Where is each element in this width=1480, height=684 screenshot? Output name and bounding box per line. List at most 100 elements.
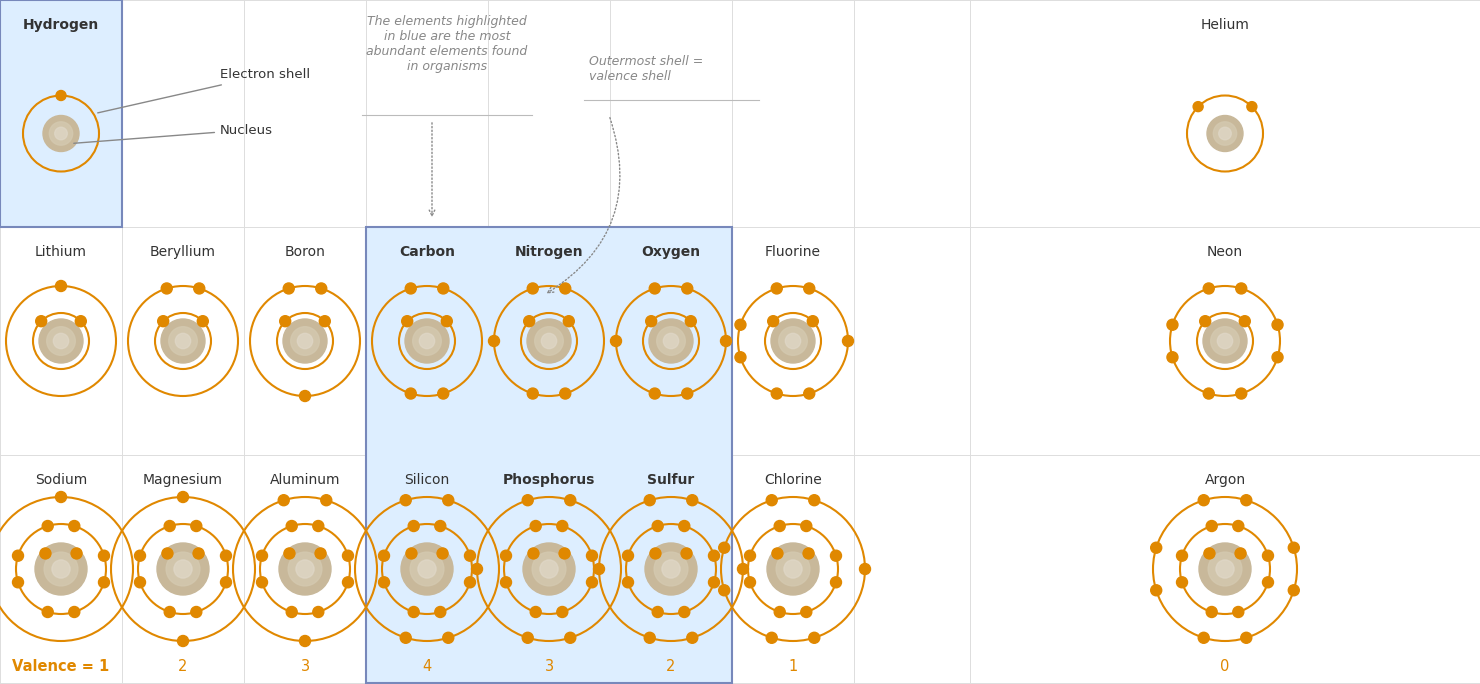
Text: Fluorine: Fluorine [765, 245, 821, 259]
Circle shape [161, 283, 172, 294]
Circle shape [53, 333, 68, 349]
Circle shape [1199, 495, 1209, 505]
Circle shape [1246, 102, 1257, 111]
Circle shape [280, 316, 290, 327]
Circle shape [744, 550, 755, 561]
Circle shape [1262, 550, 1273, 561]
Circle shape [774, 521, 786, 531]
Circle shape [401, 316, 413, 327]
Circle shape [682, 388, 693, 399]
Circle shape [1151, 542, 1162, 553]
Circle shape [1177, 577, 1187, 588]
Circle shape [528, 548, 539, 559]
Circle shape [221, 577, 231, 588]
Circle shape [465, 577, 475, 588]
Circle shape [804, 548, 814, 559]
Circle shape [296, 560, 314, 578]
Circle shape [1177, 550, 1187, 561]
Circle shape [417, 560, 437, 578]
Circle shape [623, 550, 633, 561]
Circle shape [736, 319, 746, 330]
Circle shape [1151, 585, 1162, 596]
Circle shape [1166, 319, 1178, 330]
Circle shape [1217, 333, 1233, 349]
Circle shape [771, 283, 783, 294]
Circle shape [1236, 388, 1246, 399]
Circle shape [55, 127, 67, 140]
Circle shape [315, 548, 326, 559]
Circle shape [533, 552, 565, 586]
Text: Beryllium: Beryllium [149, 245, 216, 259]
Circle shape [719, 542, 730, 553]
Circle shape [653, 607, 663, 618]
Circle shape [556, 521, 568, 531]
Circle shape [286, 521, 297, 531]
Circle shape [1203, 283, 1214, 294]
Circle shape [283, 283, 295, 294]
Circle shape [68, 607, 80, 618]
Circle shape [438, 388, 448, 399]
Circle shape [593, 564, 604, 575]
Circle shape [465, 550, 475, 561]
Circle shape [784, 560, 802, 578]
Circle shape [650, 388, 660, 399]
Circle shape [744, 577, 755, 588]
Text: 1: 1 [789, 659, 798, 674]
Circle shape [771, 319, 815, 363]
Circle shape [830, 550, 842, 561]
Circle shape [36, 316, 47, 327]
Circle shape [56, 280, 67, 291]
Circle shape [527, 283, 539, 294]
Circle shape [611, 335, 622, 347]
Circle shape [419, 333, 435, 349]
Circle shape [1199, 632, 1209, 643]
Text: 3: 3 [545, 659, 554, 674]
Circle shape [860, 564, 870, 575]
Circle shape [161, 319, 206, 363]
Circle shape [286, 607, 297, 618]
Circle shape [283, 319, 327, 363]
Circle shape [158, 316, 169, 327]
Text: Argon: Argon [1205, 473, 1246, 487]
Text: 0: 0 [1221, 659, 1230, 674]
Circle shape [773, 548, 783, 559]
Circle shape [1208, 116, 1243, 151]
Circle shape [1240, 495, 1252, 505]
Circle shape [278, 495, 289, 505]
Circle shape [406, 283, 416, 294]
Circle shape [164, 521, 175, 531]
Circle shape [1203, 319, 1248, 363]
Circle shape [1211, 327, 1239, 355]
Text: Silicon: Silicon [404, 473, 450, 487]
Circle shape [645, 316, 657, 327]
Circle shape [1217, 560, 1234, 578]
Text: Nitrogen: Nitrogen [515, 245, 583, 259]
Circle shape [663, 333, 679, 349]
Circle shape [623, 577, 633, 588]
Circle shape [767, 495, 777, 505]
Text: Hydrogen: Hydrogen [22, 18, 99, 32]
Text: Oxygen: Oxygen [641, 245, 700, 259]
Circle shape [534, 327, 564, 355]
Circle shape [315, 283, 327, 294]
Circle shape [12, 550, 24, 561]
Circle shape [685, 316, 696, 327]
Text: Lithium: Lithium [36, 245, 87, 259]
Circle shape [778, 327, 807, 355]
Circle shape [682, 283, 693, 294]
Circle shape [527, 319, 571, 363]
Circle shape [653, 521, 663, 531]
Circle shape [312, 521, 324, 531]
Text: 3: 3 [300, 659, 309, 674]
Circle shape [768, 316, 778, 327]
Circle shape [801, 607, 813, 618]
Circle shape [1236, 283, 1246, 294]
Circle shape [443, 495, 454, 505]
Circle shape [169, 327, 197, 355]
Circle shape [52, 560, 70, 578]
Circle shape [709, 577, 719, 588]
Circle shape [379, 577, 389, 588]
Circle shape [166, 552, 200, 586]
Circle shape [559, 548, 570, 559]
Circle shape [49, 122, 73, 145]
